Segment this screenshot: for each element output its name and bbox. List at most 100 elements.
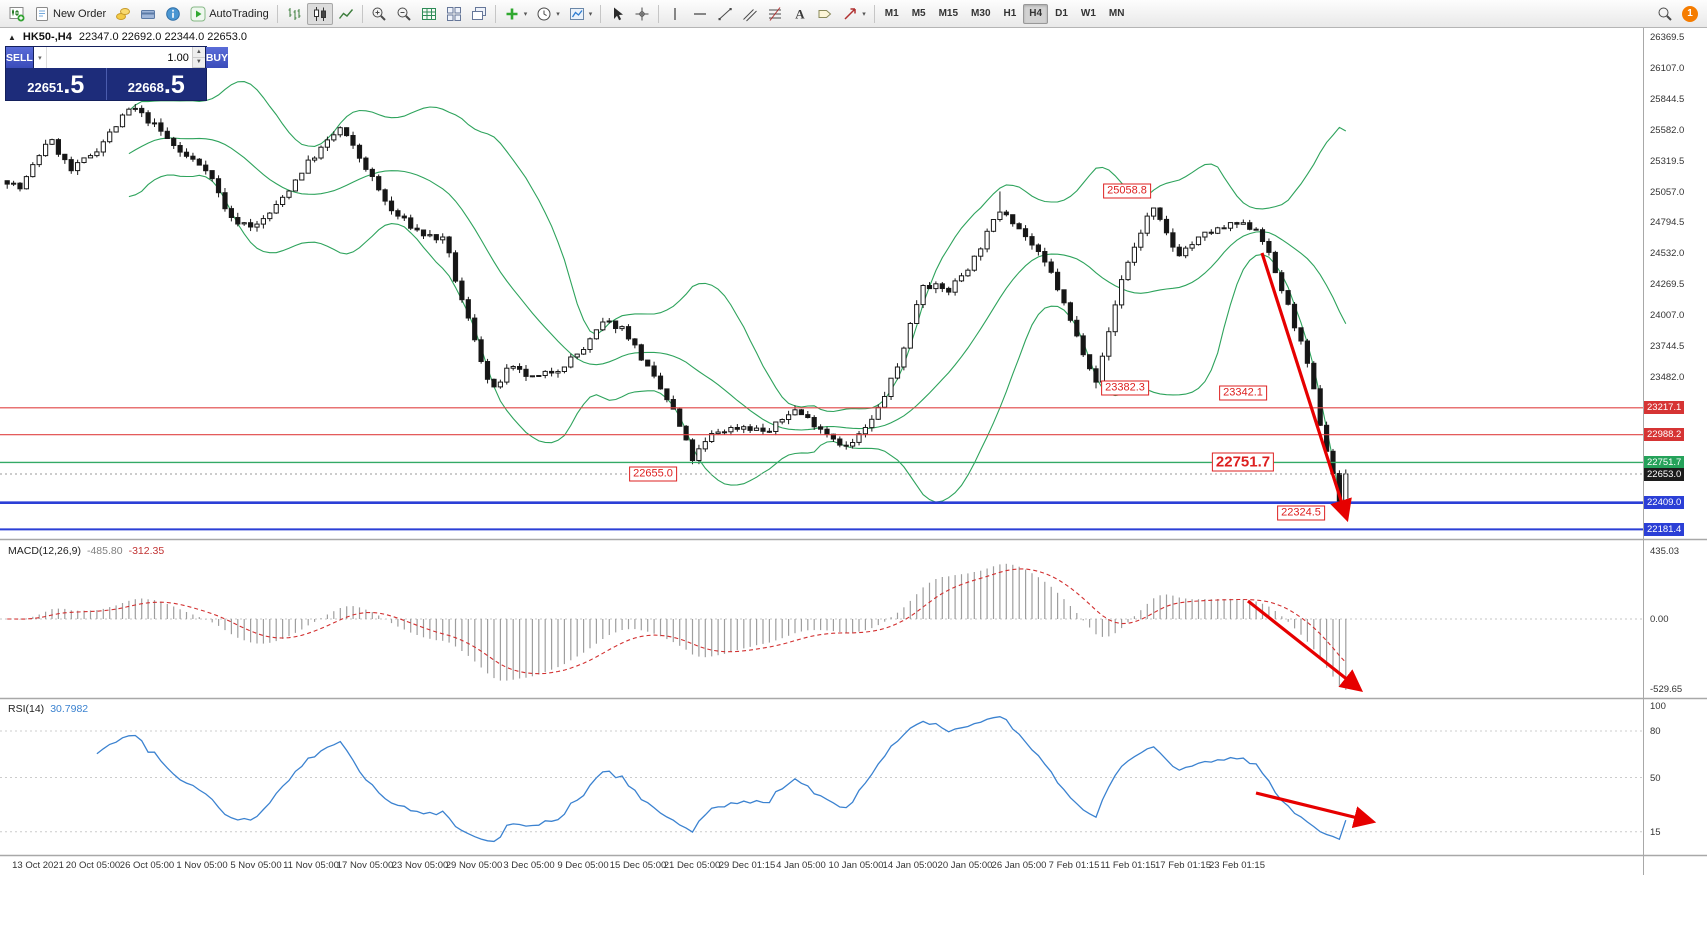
buy-price[interactable]: 22668 .5	[107, 68, 207, 100]
buy-price-main: 22668	[127, 80, 164, 95]
shapes-tool-button[interactable]: ▾	[838, 3, 870, 25]
toolbar-separator	[494, 4, 496, 23]
macd-value: -485.80	[86, 545, 123, 557]
vline-tool-button[interactable]	[663, 3, 687, 25]
price-callout[interactable]: 23342.1	[1219, 385, 1267, 401]
price-callout[interactable]: 22324.5	[1277, 505, 1325, 521]
sell-price[interactable]: 22651 .5	[6, 68, 106, 100]
volume-input[interactable]	[46, 47, 192, 68]
line-chart-icon	[338, 6, 354, 22]
grid-button[interactable]	[417, 3, 441, 25]
macd-signal-value: -312.35	[128, 545, 165, 557]
trend-arrow-annotations[interactable]	[1247, 252, 1377, 829]
cursor-icon	[609, 6, 625, 22]
search-button[interactable]	[1653, 3, 1677, 25]
sell-price-main: 22651	[27, 80, 64, 95]
chevron-down-icon: ▾	[523, 10, 528, 18]
timeframe-w1[interactable]: W1	[1080, 8, 1096, 19]
tile-windows-icon	[446, 6, 462, 22]
notification-badge[interactable]: 1	[1682, 5, 1698, 22]
sell-price-fraction: .5	[63, 71, 85, 99]
price-callout[interactable]: 25058.8	[1103, 183, 1151, 199]
text-tool-icon: A	[792, 6, 808, 22]
zoom-in-icon	[371, 6, 387, 22]
volume-spinner: ▲ ▼	[191, 47, 205, 68]
coins-icon	[115, 6, 131, 22]
autotrading-button[interactable]: AutoTrading	[186, 3, 273, 25]
macd-histogram	[13, 563, 1347, 690]
rsi-indicator-label: RSI(14) 30.7982	[8, 703, 88, 715]
rsi-name: RSI(14)	[8, 703, 45, 715]
toolbar-separator	[658, 4, 660, 23]
candles-chart-button[interactable]	[306, 2, 333, 25]
period-clock-icon	[536, 6, 552, 22]
top-toolbar: New Order AutoTrading ▾ ▾ ▾ A ▾ M1 M5 M	[0, 0, 1707, 28]
fibo-tool-button[interactable]	[763, 3, 787, 25]
volume-down-button[interactable]: ▼	[192, 57, 205, 68]
timeframe-h1[interactable]: H1	[1003, 8, 1017, 19]
volume-up-button[interactable]: ▲	[192, 47, 205, 58]
new-chart-button[interactable]	[5, 3, 29, 25]
price-callout[interactable]: 22751.7	[1211, 452, 1275, 472]
template-button[interactable]: ▾	[565, 3, 597, 25]
trendline-tool-icon	[717, 6, 733, 22]
channel-tool-button[interactable]	[738, 3, 762, 25]
zoom-out-button[interactable]	[392, 3, 416, 25]
chevron-down-icon: ▾	[588, 10, 593, 18]
fibo-tool-icon	[767, 6, 783, 22]
toolbar-separator	[276, 4, 278, 23]
label-tool-icon	[817, 6, 833, 22]
chevron-down-icon: ▾	[556, 10, 560, 18]
transfer-icon	[140, 6, 156, 22]
add-indicator-button[interactable]: ▾	[500, 3, 532, 25]
tile-windows-button[interactable]	[442, 3, 466, 25]
arrow-shape-icon	[842, 6, 858, 22]
toolbar-separator	[600, 4, 602, 23]
oneclick-toggle-icon[interactable]: ▲	[8, 32, 16, 42]
price-scale[interactable]	[1643, 28, 1707, 875]
timeframe-m30[interactable]: M30	[971, 8, 991, 19]
period-button[interactable]: ▾	[532, 3, 564, 25]
line-chart-button[interactable]	[334, 3, 358, 25]
new-order-label: New Order	[53, 7, 107, 20]
rsi-line	[96, 716, 1347, 843]
cascade-windows-button[interactable]	[467, 3, 491, 25]
trendline-tool-button[interactable]	[713, 3, 737, 25]
symbol-period-label: HK50-,H4	[22, 31, 72, 43]
price-callout[interactable]: 22655.0	[629, 466, 677, 482]
one-click-trading-panel: SELL ▾ ▲ ▼ BUY 22651 .5 22668 .5	[5, 46, 229, 101]
hline-tool-button[interactable]	[688, 3, 712, 25]
bars-chart-button[interactable]	[282, 3, 306, 25]
label-tool-button[interactable]	[813, 3, 837, 25]
rsi-value: 30.7982	[50, 703, 89, 715]
bars-chart-icon	[286, 6, 302, 22]
time-scale[interactable]	[0, 856, 1643, 876]
cursor-button[interactable]	[605, 3, 629, 25]
timeframe-d1[interactable]: D1	[1055, 8, 1068, 19]
toolbar-separator	[361, 4, 363, 23]
macd-name: MACD(12,26,9)	[8, 545, 81, 557]
cascade-windows-icon	[471, 6, 487, 22]
timeframe-mn[interactable]: MN	[1108, 8, 1125, 19]
timeframe-m1[interactable]: M1	[884, 8, 899, 19]
timeframe-m15[interactable]: M15	[938, 8, 959, 19]
new-order-button[interactable]: New Order	[30, 3, 110, 25]
transfer-button[interactable]	[136, 3, 160, 25]
price-divider	[105, 68, 107, 100]
timeframe-m5[interactable]: M5	[911, 8, 926, 19]
template-icon	[569, 6, 585, 22]
sell-button[interactable]: SELL	[6, 47, 33, 68]
crosshair-button[interactable]	[630, 3, 654, 25]
zoom-in-button[interactable]	[367, 3, 391, 25]
search-icon	[1657, 6, 1673, 22]
horizontal-lines[interactable]	[0, 407, 1643, 531]
info-button[interactable]	[161, 3, 185, 25]
deposit-button[interactable]	[111, 3, 135, 25]
volume-dropdown-icon[interactable]: ▾	[34, 47, 47, 68]
autotrading-label: AutoTrading	[209, 7, 269, 20]
buy-button[interactable]: BUY	[205, 47, 229, 68]
timeframe-h4[interactable]: H4	[1023, 3, 1049, 24]
price-callout[interactable]: 23382.3	[1101, 380, 1149, 396]
text-tool-button[interactable]: A	[788, 3, 812, 25]
